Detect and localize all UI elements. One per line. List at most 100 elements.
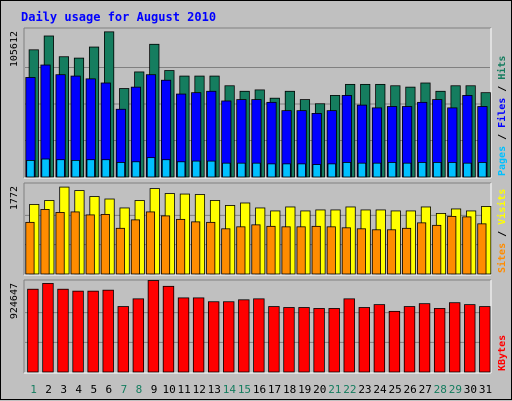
x-tick-label-day-11: 11 [178, 383, 191, 396]
bar-kbytes-day-29 [449, 302, 461, 373]
bar-sites-day-26 [402, 227, 412, 275]
bar-kbytes-day-27 [418, 303, 431, 373]
bar-kbytes-day-17 [268, 306, 280, 373]
bar-sites-day-16 [251, 224, 261, 275]
bar-sites-day-7 [115, 227, 125, 275]
bar-sites-day-14 [221, 228, 231, 275]
bar-sites-day-12 [191, 221, 201, 275]
bar-pages-day-3 [56, 159, 65, 178]
bar-pages-day-21 [327, 163, 336, 178]
bar-kbytes-day-20 [313, 308, 325, 373]
bar-sites-day-29 [447, 215, 457, 275]
x-tick-label-day-6: 6 [106, 383, 113, 396]
bar-sites-day-27 [417, 222, 427, 275]
bar-sites-day-22 [341, 227, 351, 275]
bar-pages-day-4 [71, 160, 80, 178]
bar-pages-day-29 [448, 162, 457, 178]
panel-legend: Sites / Visits [496, 189, 508, 273]
bar-kbytes-day-18 [283, 307, 295, 373]
bar-pages-day-1 [26, 160, 35, 178]
bar-sites-day-15 [236, 226, 246, 275]
bar-sites-day-18 [281, 226, 291, 275]
bar-pages-day-20 [312, 164, 321, 178]
bar-kbytes-day-5 [87, 290, 99, 373]
bar-kbytes-day-23 [358, 307, 370, 373]
bar-pages-day-14 [222, 162, 231, 178]
chart-title: Daily usage for August 2010 [21, 10, 216, 24]
bar-kbytes-day-28 [433, 308, 446, 373]
bar-kbytes-day-2 [42, 283, 54, 373]
panel-visits-sites: 1772 Sites / Visits [9, 182, 508, 276]
bar-pages-day-8 [131, 161, 141, 178]
bar-pages-day-28 [433, 162, 442, 178]
panel-max-label: 924647 [9, 283, 20, 319]
bar-kbytes-day-24 [373, 304, 386, 373]
bar-kbytes-day-14 [223, 301, 235, 373]
x-tick-label-day-10: 10 [162, 383, 175, 396]
bar-pages-day-30 [463, 162, 472, 178]
bar-sites-day-28 [432, 224, 442, 275]
bar-kbytes-day-6 [102, 289, 114, 373]
legend-pages: Pages [497, 146, 508, 176]
bar-kbytes-day-4 [72, 290, 84, 373]
bar-kbytes-day-19 [298, 307, 310, 373]
bar-sites-day-2 [40, 209, 50, 275]
bar-kbytes-day-1 [27, 288, 39, 373]
bar-kbytes-day-13 [207, 301, 220, 373]
bar-pages-day-17 [267, 163, 276, 178]
x-tick-label-day-16: 16 [253, 383, 266, 396]
x-tick-label-day-21: 21 [328, 383, 341, 396]
legend-hits: Hits [496, 56, 508, 80]
x-tick-label-day-24: 24 [373, 383, 387, 396]
x-tick-label-day-20: 20 [313, 383, 326, 396]
bar-pages-day-7 [116, 162, 126, 178]
bar-sites-day-9 [145, 211, 156, 275]
bar-sites-day-11 [176, 218, 186, 275]
panel-max-label: 105612 [9, 31, 20, 67]
bar-sites-day-30 [462, 216, 472, 275]
bar-sites-day-13 [206, 221, 216, 275]
x-tick-label-day-15: 15 [238, 383, 251, 396]
bar-kbytes-day-3 [57, 288, 69, 373]
panel-max-label: 1772 [9, 186, 20, 210]
bar-sites-day-24 [371, 229, 381, 275]
x-tick-label-day-28: 28 [434, 383, 447, 396]
bar-sites-day-20 [311, 225, 321, 275]
x-tick-label-day-7: 7 [121, 383, 128, 396]
bar-kbytes-day-22 [343, 298, 355, 373]
bar-sites-day-4 [70, 211, 80, 275]
legend-sites: Sites [496, 243, 508, 273]
bar-pages-day-16 [252, 162, 261, 178]
bar-pages-day-26 [402, 162, 412, 178]
bar-sites-day-10 [160, 215, 171, 275]
bar-kbytes-day-31 [479, 306, 491, 373]
x-tick-label-day-3: 3 [60, 383, 67, 396]
x-tick-label-day-27: 27 [419, 383, 432, 396]
bar-sites-day-3 [55, 212, 65, 275]
x-tick-label-day-26: 26 [404, 383, 417, 396]
bar-sites-day-19 [296, 226, 306, 275]
x-tick-label-day-19: 19 [298, 383, 311, 396]
bar-sites-day-17 [266, 225, 276, 275]
x-tick-label-day-14: 14 [223, 383, 237, 396]
x-tick-label-day-29: 29 [449, 383, 462, 396]
bar-kbytes-day-25 [388, 310, 401, 373]
bar-pages-day-2 [41, 158, 50, 178]
bar-pages-day-15 [237, 162, 246, 178]
x-tick-label-day-25: 25 [388, 383, 401, 396]
bar-pages-day-31 [478, 162, 487, 178]
bar-kbytes-day-30 [464, 304, 476, 373]
bar-pages-day-13 [207, 160, 216, 178]
bar-sites-day-23 [356, 228, 366, 275]
panel-legend: KBytes [497, 335, 508, 371]
bar-pages-day-22 [342, 162, 352, 178]
x-tick-label-day-31: 31 [479, 383, 492, 396]
legend-visits: Visits [496, 189, 508, 225]
bar-pages-day-6 [101, 159, 110, 178]
bar-kbytes-day-8 [132, 298, 145, 373]
panel-hits-files-pages: 105612 Pages / Files / Hits [9, 27, 508, 179]
x-tick-label-day-2: 2 [45, 383, 52, 396]
x-tick-label-day-8: 8 [136, 383, 143, 396]
bar-pages-day-23 [357, 162, 367, 178]
legend-kbytes: KBytes [497, 335, 508, 371]
